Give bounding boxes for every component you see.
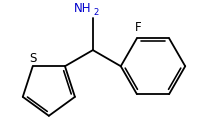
Text: S: S [29,52,36,65]
Text: 2: 2 [94,8,99,17]
Text: NH: NH [74,2,91,15]
Text: F: F [135,21,142,34]
